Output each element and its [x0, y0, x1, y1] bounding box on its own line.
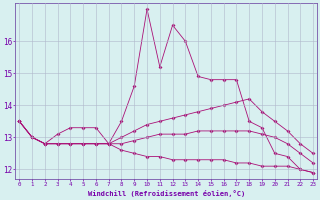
X-axis label: Windchill (Refroidissement éolien,°C): Windchill (Refroidissement éolien,°C): [88, 190, 245, 197]
